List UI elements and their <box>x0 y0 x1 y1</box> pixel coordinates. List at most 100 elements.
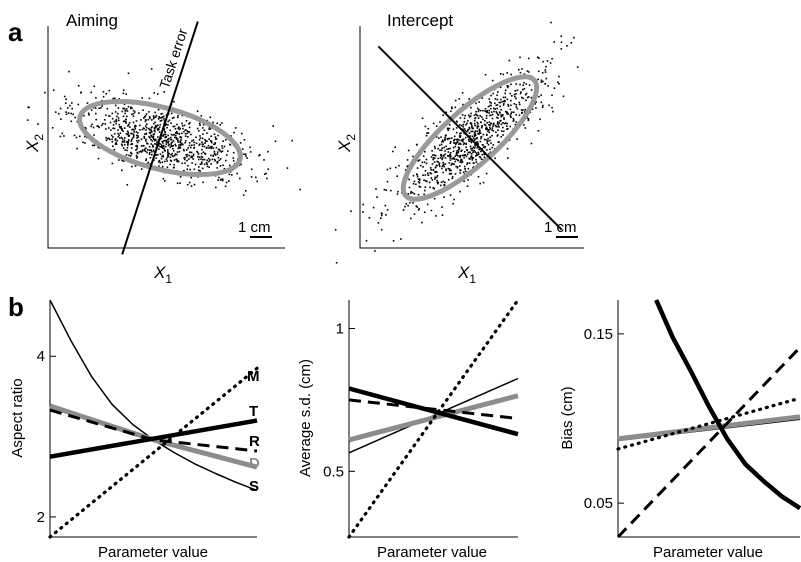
aiming-point <box>88 114 90 116</box>
intercept-point <box>459 172 461 174</box>
aiming-point <box>198 139 201 141</box>
aiming-point <box>132 112 135 115</box>
aiming-point <box>158 159 161 162</box>
intercept-point <box>523 81 525 84</box>
aiming-point <box>63 135 65 137</box>
intercept-point <box>413 180 416 183</box>
intercept-point <box>437 157 440 160</box>
aiming-point <box>215 146 218 149</box>
average-sd-ytick-label: 0.5 <box>323 463 344 480</box>
intercept-point <box>454 142 456 144</box>
aiming-point <box>157 108 160 111</box>
aiming-point <box>186 130 189 132</box>
aiming-point <box>107 137 110 140</box>
aiming-point <box>171 145 174 147</box>
aiming-point <box>167 144 170 147</box>
aiming-point <box>137 134 139 137</box>
intercept-point <box>404 205 406 208</box>
intercept-point <box>456 166 459 168</box>
aiming-point <box>169 129 172 132</box>
intercept-point <box>466 185 469 187</box>
aiming-point <box>210 140 213 143</box>
aiming-point <box>209 146 211 149</box>
intercept-scale-bar-label: 1 cm <box>544 219 577 236</box>
intercept-point <box>474 117 477 119</box>
aiming-point <box>190 146 192 149</box>
intercept-point <box>419 186 422 188</box>
aiming-point <box>190 151 193 154</box>
intercept-point <box>506 122 508 125</box>
aiming-point <box>173 100 175 103</box>
intercept-point <box>424 174 427 176</box>
aiming-point <box>145 158 148 160</box>
intercept-point <box>573 36 575 39</box>
intercept-point <box>498 101 501 104</box>
bias-xlabel: Parameter value <box>653 544 763 561</box>
aspect-ratio-series-thick <box>49 418 258 459</box>
aiming-point <box>208 138 210 140</box>
intercept-point <box>482 133 485 136</box>
aiming-point <box>147 149 149 151</box>
aiming-point <box>131 143 133 145</box>
intercept-point <box>477 151 480 154</box>
intercept-point <box>502 126 504 129</box>
intercept-point <box>465 123 467 126</box>
intercept-covariance-ellipse <box>400 74 540 202</box>
intercept-point <box>473 149 475 152</box>
aiming-point <box>214 142 217 144</box>
aiming-point <box>221 122 223 124</box>
intercept-point <box>477 143 479 145</box>
intercept-point <box>431 179 434 181</box>
aiming-point <box>135 145 137 147</box>
aiming-point <box>159 143 161 145</box>
intercept-point <box>525 83 528 85</box>
aiming-point <box>193 183 196 186</box>
aiming-point <box>93 144 96 147</box>
intercept-point <box>488 123 490 126</box>
intercept-point <box>511 111 513 113</box>
aiming-point <box>173 164 175 166</box>
intercept-point <box>490 142 492 144</box>
intercept-point <box>469 145 472 148</box>
intercept-point <box>398 164 400 167</box>
intercept-point <box>424 170 427 172</box>
intercept-point <box>434 178 436 180</box>
intercept-point <box>415 183 417 186</box>
aiming-point <box>145 119 147 121</box>
aiming-point <box>159 123 162 126</box>
intercept-point <box>507 157 509 159</box>
aiming-point <box>203 145 206 148</box>
aiming-point <box>193 147 195 149</box>
intercept-point <box>497 121 499 123</box>
aiming-point <box>244 153 247 155</box>
aiming-point <box>191 156 193 158</box>
intercept-point <box>463 121 466 123</box>
intercept-point <box>454 155 457 157</box>
intercept-point <box>455 120 458 123</box>
aiming-point <box>162 154 164 157</box>
aiming-point <box>149 137 151 139</box>
aiming-point <box>193 141 195 144</box>
intercept-point <box>518 114 521 116</box>
aiming-point <box>217 156 220 159</box>
aiming-point <box>122 108 125 110</box>
aiming-point <box>125 121 127 123</box>
aiming-point <box>148 127 150 130</box>
intercept-point <box>456 167 459 169</box>
intercept-point <box>460 158 463 161</box>
intercept-point <box>464 170 467 173</box>
aiming-point <box>125 154 128 156</box>
intercept-point <box>489 151 492 154</box>
intercept-point <box>430 156 433 158</box>
aiming-point <box>108 127 110 129</box>
intercept-point <box>418 182 421 184</box>
intercept-point <box>435 176 438 179</box>
bias-series-gray <box>617 414 801 442</box>
intercept-point <box>383 188 386 191</box>
aiming-point <box>191 144 193 146</box>
intercept-point <box>513 93 516 96</box>
intercept-point <box>479 156 482 159</box>
aiming-point <box>135 134 138 137</box>
intercept-point <box>515 83 517 85</box>
aiming-point <box>129 155 132 157</box>
